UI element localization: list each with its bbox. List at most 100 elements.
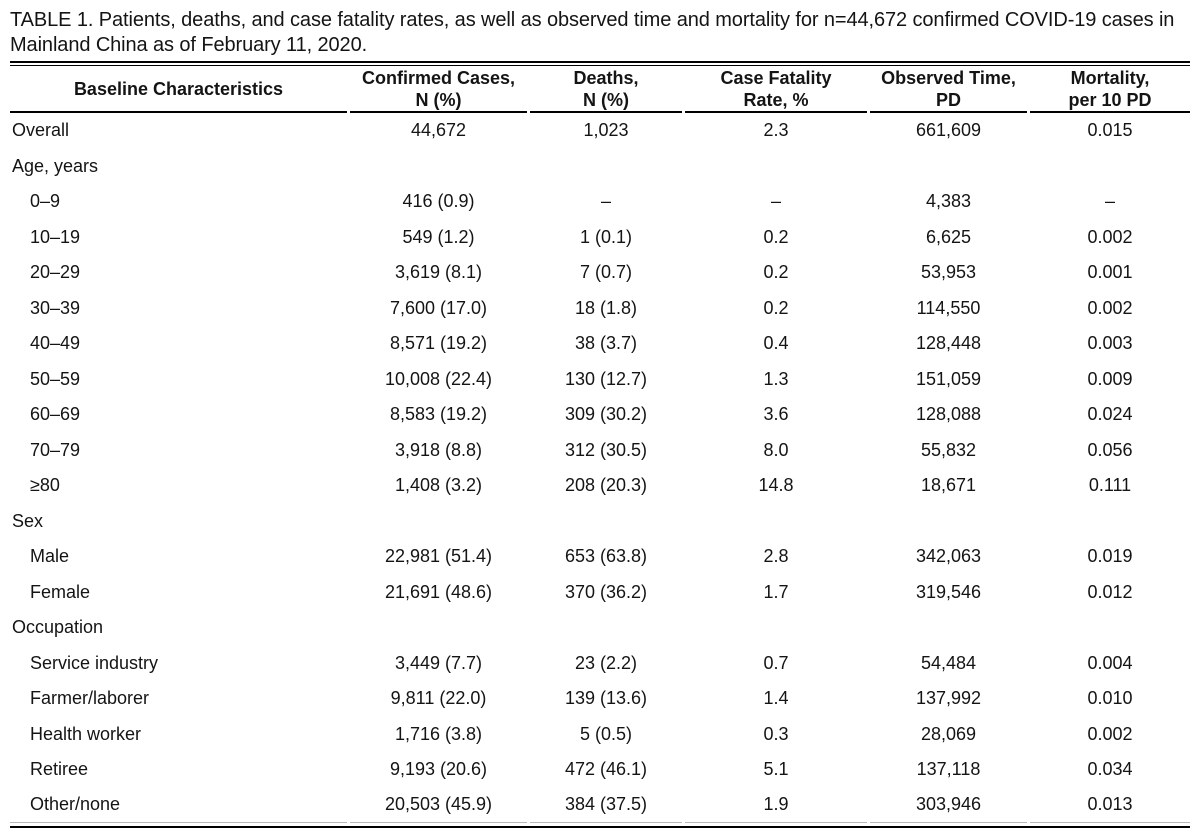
cell-observed-time: 137,118 bbox=[916, 759, 981, 780]
cell-confirmed-cases: 22,981 (51.4) bbox=[384, 546, 493, 567]
cell-case-fatality-rate: 2.8 bbox=[763, 546, 789, 567]
col-header-label-line1: Observed Time, bbox=[881, 67, 1016, 88]
cell-deaths: 18 (1.8) bbox=[574, 297, 638, 318]
cell-case-fatality-rate: 0.3 bbox=[763, 723, 789, 744]
table-row: Farmer/laborer 9,811 (22.0) 139 (13.6) 1… bbox=[10, 681, 1190, 717]
cell-case-fatality-rate: 0.4 bbox=[763, 333, 789, 354]
row-label: Occupation bbox=[12, 617, 104, 638]
row-label: 0–9 bbox=[30, 191, 61, 212]
table-row: 0–9 416 (0.9) – – 4,383 – bbox=[10, 184, 1190, 220]
cell-mortality bbox=[1030, 610, 1190, 646]
cell-mortality: 0.013 bbox=[1030, 788, 1190, 823]
cell-case-fatality-rate bbox=[685, 149, 867, 185]
cell-observed-time: 342,063 bbox=[915, 546, 982, 567]
cell-deaths: 472 (46.1) bbox=[564, 759, 648, 780]
col-header-label-line2: Rate, % bbox=[743, 89, 809, 110]
cell-observed-time: 28,069 bbox=[920, 723, 977, 744]
table-row: 40–49 8,571 (19.2) 38 (3.7) 0.4 128,448 … bbox=[10, 326, 1190, 362]
col-header-mortality: Mortality, per 10 PD bbox=[1030, 66, 1190, 113]
row-label: Male bbox=[30, 546, 70, 567]
cell-mortality: – bbox=[1104, 191, 1115, 212]
col-header-label-line1: Deaths, bbox=[573, 67, 639, 88]
row-label: 40–49 bbox=[30, 333, 81, 354]
cell-confirmed-cases: 3,449 (7.7) bbox=[394, 652, 483, 673]
table-row: ≥80 1,408 (3.2) 208 (20.3) 14.8 18,671 0… bbox=[10, 468, 1190, 504]
col-header-label-line2: N (%) bbox=[583, 89, 629, 110]
cell-case-fatality-rate: 0.7 bbox=[763, 652, 789, 673]
cell-confirmed-cases: 9,193 (20.6) bbox=[389, 759, 488, 780]
cell-case-fatality-rate: 0.2 bbox=[763, 297, 789, 318]
table-row: Service industry 3,449 (7.7) 23 (2.2) 0.… bbox=[10, 646, 1190, 682]
cell-confirmed-cases: 20,503 (45.9) bbox=[350, 788, 527, 823]
cell-mortality: 0.111 bbox=[1088, 475, 1132, 496]
cell-deaths bbox=[530, 149, 682, 185]
row-label: 60–69 bbox=[30, 404, 81, 425]
table-row: 60–69 8,583 (19.2) 309 (30.2) 3.6 128,08… bbox=[10, 397, 1190, 433]
cell-confirmed-cases: 416 (0.9) bbox=[402, 191, 475, 212]
cell-confirmed-cases: 10,008 (22.4) bbox=[384, 368, 493, 389]
table-title: TABLE 1. Patients, deaths, and case fata… bbox=[10, 9, 1175, 56]
cell-deaths: 23 (2.2) bbox=[574, 652, 638, 673]
cell-observed-time: 137,992 bbox=[915, 688, 982, 709]
cell-observed-time: 54,484 bbox=[920, 652, 977, 673]
cell-observed-time: 55,832 bbox=[920, 439, 977, 460]
cell-deaths: 1,023 bbox=[583, 120, 629, 141]
col-header-label-line2: N (%) bbox=[415, 89, 462, 110]
table-header-row: Baseline Characteristics Confirmed Cases… bbox=[10, 66, 1190, 113]
col-header-label: Baseline Characteristics bbox=[73, 78, 284, 99]
cell-mortality: 0.056 bbox=[1087, 439, 1133, 460]
table-row: Other/none 20,503 (45.9) 384 (37.5) 1.9 … bbox=[10, 788, 1190, 823]
cell-mortality: 0.002 bbox=[1087, 226, 1133, 247]
cell-case-fatality-rate: 3.6 bbox=[763, 404, 789, 425]
cell-deaths bbox=[530, 610, 682, 646]
cell-mortality: 0.024 bbox=[1087, 404, 1133, 425]
cell-mortality bbox=[1030, 149, 1190, 185]
cell-case-fatality-rate: – bbox=[770, 191, 781, 212]
cell-mortality: 0.015 bbox=[1087, 120, 1133, 141]
col-header-label-line1: Mortality, bbox=[1070, 67, 1150, 88]
table-row: Sex bbox=[10, 504, 1190, 540]
cell-mortality: 0.002 bbox=[1087, 297, 1133, 318]
cell-mortality: 0.003 bbox=[1087, 333, 1133, 354]
row-label: Service industry bbox=[30, 652, 159, 673]
cell-case-fatality-rate: 8.0 bbox=[763, 439, 789, 460]
col-header-confirmed-cases: Confirmed Cases, N (%) bbox=[350, 66, 527, 113]
cell-observed-time: 114,550 bbox=[916, 297, 981, 318]
row-label: Age, years bbox=[12, 155, 99, 176]
cell-observed-time bbox=[870, 610, 1027, 646]
col-header-label-line2: per 10 PD bbox=[1068, 89, 1152, 110]
cell-confirmed-cases: 8,571 (19.2) bbox=[389, 333, 488, 354]
cell-confirmed-cases: 1,408 (3.2) bbox=[394, 475, 483, 496]
table-row: 20–29 3,619 (8.1) 7 (0.7) 0.2 53,953 0.0… bbox=[10, 255, 1190, 291]
bottom-rule bbox=[10, 826, 1190, 828]
cell-case-fatality-rate: 1.9 bbox=[685, 788, 867, 823]
cell-mortality: 0.034 bbox=[1087, 759, 1133, 780]
cell-mortality: 0.010 bbox=[1087, 688, 1133, 709]
cell-confirmed-cases: 7,600 (17.0) bbox=[389, 297, 488, 318]
cell-deaths: 312 (30.5) bbox=[564, 439, 648, 460]
cell-observed-time bbox=[870, 504, 1027, 540]
table-row: Retiree 9,193 (20.6) 472 (46.1) 5.1 137,… bbox=[10, 752, 1190, 788]
cell-observed-time: 151,059 bbox=[915, 368, 982, 389]
cell-case-fatality-rate: 0.2 bbox=[763, 262, 789, 283]
cell-deaths: 38 (3.7) bbox=[574, 333, 638, 354]
cell-confirmed-cases: 44,672 bbox=[410, 120, 467, 141]
cell-case-fatality-rate: 1.3 bbox=[763, 368, 789, 389]
cell-deaths: 139 (13.6) bbox=[564, 688, 648, 709]
cell-confirmed-cases: 3,918 (8.8) bbox=[394, 439, 483, 460]
table-row: Female 21,691 (48.6) 370 (36.2) 1.7 319,… bbox=[10, 575, 1190, 611]
cell-observed-time: 661,609 bbox=[915, 120, 982, 141]
row-label: Female bbox=[30, 581, 91, 602]
table-row: 70–79 3,918 (8.8) 312 (30.5) 8.0 55,832 … bbox=[10, 433, 1190, 469]
cell-observed-time bbox=[870, 149, 1027, 185]
col-header-label-line1: Confirmed Cases, bbox=[361, 67, 516, 88]
cell-confirmed-cases bbox=[350, 610, 527, 646]
cell-deaths: 208 (20.3) bbox=[564, 475, 648, 496]
cell-mortality: 0.012 bbox=[1087, 581, 1133, 602]
cell-observed-time: 319,546 bbox=[915, 581, 982, 602]
cell-mortality: 0.009 bbox=[1087, 368, 1133, 389]
cell-confirmed-cases: 1,716 (3.8) bbox=[394, 723, 483, 744]
table-row: Occupation bbox=[10, 610, 1190, 646]
cell-observed-time: 128,448 bbox=[915, 333, 982, 354]
